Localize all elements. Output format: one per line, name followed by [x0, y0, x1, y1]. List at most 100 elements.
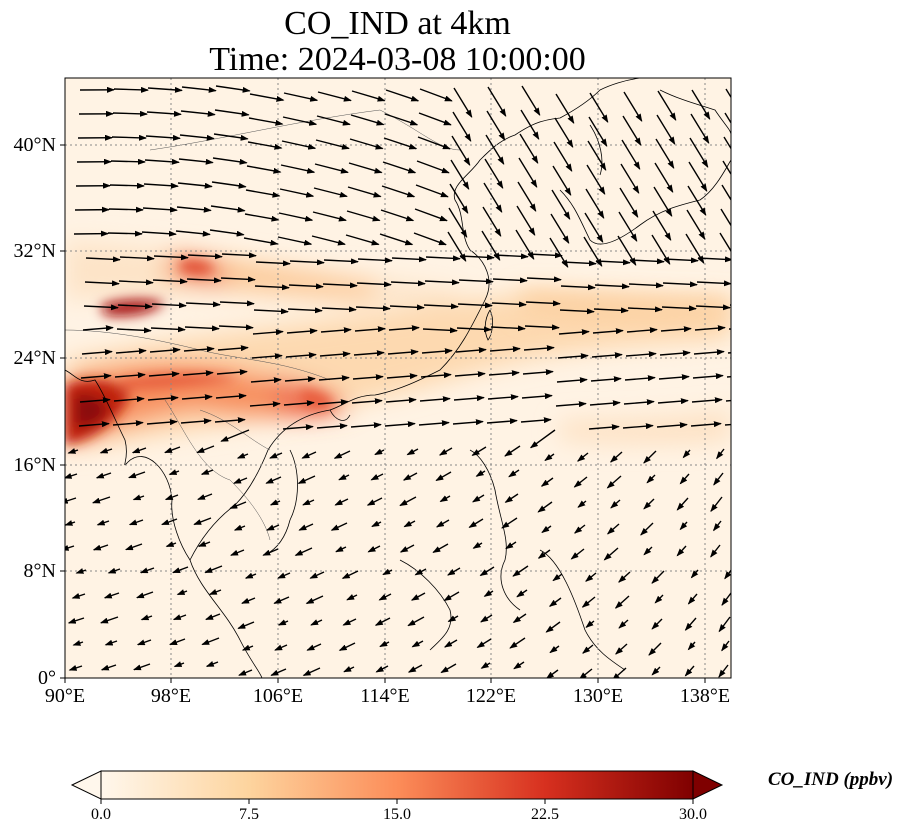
- wind-arrow: [493, 253, 529, 260]
- wind-arrow: [85, 256, 121, 263]
- wind-arrow: [322, 282, 358, 289]
- wind-arrow: [452, 111, 472, 142]
- wind-arrow: [82, 325, 114, 332]
- wind-arrow: [179, 134, 215, 141]
- wind-arrow: [321, 306, 357, 313]
- wind-arrow: [581, 596, 596, 608]
- wind-arrow: [177, 182, 213, 189]
- wind-arrow: [382, 568, 393, 576]
- wind-arrow: [457, 302, 493, 309]
- wind-arrow: [587, 140, 607, 171]
- wind-arrow: [492, 277, 528, 284]
- wind-arrow: [661, 305, 697, 312]
- wind-arrow: [475, 470, 486, 477]
- wind-arrow: [629, 258, 665, 265]
- wind-arrow: [541, 525, 552, 534]
- wind-arrow: [374, 617, 391, 626]
- wind-arrow: [181, 86, 217, 93]
- wind-arrow: [413, 232, 447, 246]
- wind-arrow: [150, 326, 186, 333]
- wind-arrow: [407, 664, 423, 673]
- wind-arrow: [287, 307, 323, 314]
- wind-arrow: [252, 329, 284, 336]
- wind-arrow: [615, 643, 628, 655]
- wind-arrow: [164, 446, 181, 454]
- wind-arrow: [379, 640, 390, 648]
- y-tick-label: 8°N: [23, 560, 56, 582]
- wind-arrow: [284, 376, 316, 383]
- wind-arrow: [540, 477, 554, 487]
- wind-arrow: [381, 185, 416, 198]
- wind-arrow: [438, 447, 453, 456]
- wind-arrow: [104, 639, 118, 646]
- wind-arrow: [415, 184, 449, 198]
- wind-arrow: [660, 326, 692, 333]
- wind-arrow: [643, 498, 655, 510]
- wind-arrow: [654, 594, 664, 604]
- wind-arrow: [432, 543, 449, 554]
- wind-arrow: [509, 637, 526, 649]
- wind-arrow: [625, 351, 657, 358]
- wind-arrow: [508, 469, 520, 478]
- wind-arrow: [560, 284, 596, 291]
- wind-arrow: [178, 158, 214, 165]
- wind-arrow: [577, 452, 589, 462]
- wind-arrow: [553, 141, 573, 172]
- wind-arrow: [173, 661, 185, 668]
- wind-arrow: [694, 325, 726, 332]
- wind-arrow: [161, 518, 178, 526]
- wind-arrow: [176, 589, 188, 596]
- wind-arrow: [537, 549, 551, 559]
- wind-arrow: [229, 501, 247, 510]
- wind-arrow: [139, 567, 155, 574]
- wind-arrow: [116, 327, 152, 334]
- wind-arrow: [197, 540, 211, 547]
- wind-arrow: [456, 326, 492, 333]
- wind-arrow: [248, 117, 284, 126]
- wind-arrow: [146, 419, 178, 426]
- wind-arrow: [646, 474, 656, 484]
- wind-arrow: [168, 469, 180, 476]
- wind-arrow: [610, 499, 621, 509]
- wind-arrow: [385, 89, 420, 102]
- wind-arrow: [472, 542, 483, 549]
- wind-arrow: [112, 420, 144, 427]
- colorbar-label: CO_IND (ppbv): [768, 769, 894, 790]
- wind-arrow: [265, 476, 282, 484]
- wind-arrow: [273, 596, 290, 604]
- wind-arrow: [317, 399, 349, 406]
- wind-arrow: [444, 639, 458, 648]
- wind-arrow: [342, 618, 357, 626]
- wind-arrow: [196, 445, 215, 454]
- wind-arrow: [117, 303, 153, 310]
- wind-arrow: [319, 351, 351, 358]
- wind-arrow: [443, 591, 460, 602]
- wind-arrow: [164, 494, 179, 501]
- wind-arrow: [468, 518, 484, 528]
- wind-arrow: [522, 369, 554, 376]
- wind-arrow: [440, 663, 457, 674]
- wind-arrow: [350, 114, 385, 126]
- wind-arrow: [176, 206, 212, 213]
- wind-arrow: [688, 161, 708, 192]
- wind-arrow: [585, 188, 605, 219]
- wind-arrow: [573, 476, 588, 488]
- wind-arrow: [416, 160, 450, 174]
- wind-arrow: [482, 206, 502, 237]
- wind-arrow: [710, 496, 723, 512]
- wind-arrow: [554, 117, 574, 148]
- colorbar-extend-min: [70, 770, 102, 800]
- wind-arrow: [521, 85, 541, 116]
- wind-arrow: [414, 568, 427, 576]
- wind-arrow: [119, 255, 155, 262]
- wind-arrow: [341, 570, 359, 580]
- wind-arrow: [595, 259, 631, 266]
- wind-arrow: [582, 644, 594, 654]
- wind-arrow: [205, 661, 219, 667]
- wind-arrow: [618, 571, 631, 583]
- wind-arrow: [379, 233, 414, 246]
- wind-arrow: [618, 619, 629, 629]
- wind-arrow: [504, 493, 519, 503]
- wind-arrow: [557, 353, 589, 360]
- wind-arrow: [277, 619, 289, 626]
